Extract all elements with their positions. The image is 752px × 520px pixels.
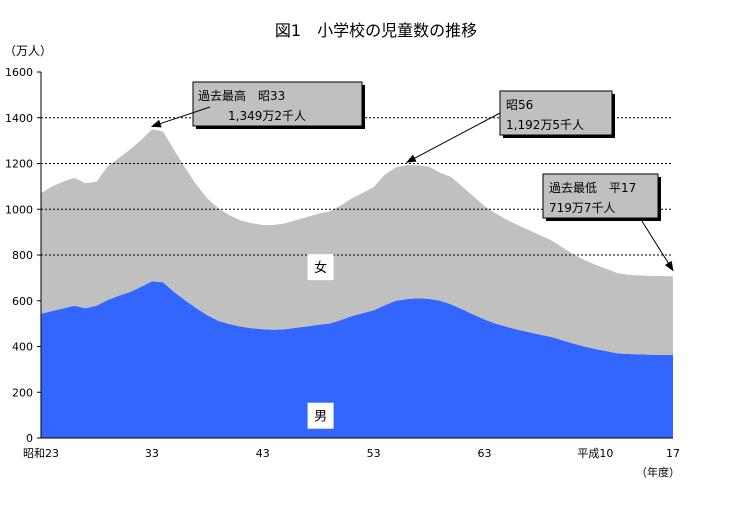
callout-arrow (406, 112, 501, 163)
series-label-female: 女 (314, 260, 327, 276)
callout-line1: 過去最低 平17 (549, 181, 636, 195)
callout-line2: 1,192万5千人 (506, 118, 584, 132)
y-tick-label: 1200 (5, 158, 33, 171)
series-label-bg (307, 254, 334, 281)
callout-box (542, 173, 659, 219)
y-axis-unit-label: （万人） (4, 44, 52, 58)
x-tick-label: 昭和23 (23, 447, 59, 460)
y-tick-label: 600 (12, 295, 33, 308)
x-tick-label: 17 (666, 447, 680, 460)
y-tick-label: 0 (26, 432, 33, 445)
series-area-male (41, 281, 673, 438)
x-tick-label: 33 (145, 447, 159, 460)
series-area-female (41, 129, 673, 355)
y-tick-label: 400 (12, 341, 33, 354)
x-tick-label: 63 (478, 447, 492, 460)
x-axis-unit-label: （年度） (636, 465, 680, 479)
callout-line1: 昭56 (506, 98, 533, 112)
series-label-male: 男 (314, 410, 327, 425)
plot-area: 0 200 400 600 800 1000 1200 1400 1600 昭和23 33 43 53 6… (5, 66, 680, 460)
callout-arrow (150, 106, 211, 128)
callout-box (499, 90, 613, 136)
callout-arrow (639, 217, 674, 272)
callout-box (192, 81, 363, 127)
callout-line1: 過去最高 昭33 (198, 88, 285, 103)
y-tick-label: 1400 (5, 112, 33, 125)
y-tick-label: 1000 (5, 203, 33, 216)
y-tick-label: 200 (12, 386, 33, 399)
chart-title: 図1 小学校の児童数の推移 (275, 21, 477, 40)
callout-line2: 719万7千人 (549, 201, 616, 215)
y-tick-label: 800 (12, 249, 33, 262)
x-tick-label: 43 (256, 447, 270, 460)
y-tick-label: 1600 (5, 66, 33, 79)
x-tick-label: 53 (367, 447, 381, 460)
x-tick-label: 平成10 (577, 447, 613, 460)
callout-line2: 1,349万2千人 (228, 109, 306, 123)
series-label-bg (307, 402, 334, 429)
